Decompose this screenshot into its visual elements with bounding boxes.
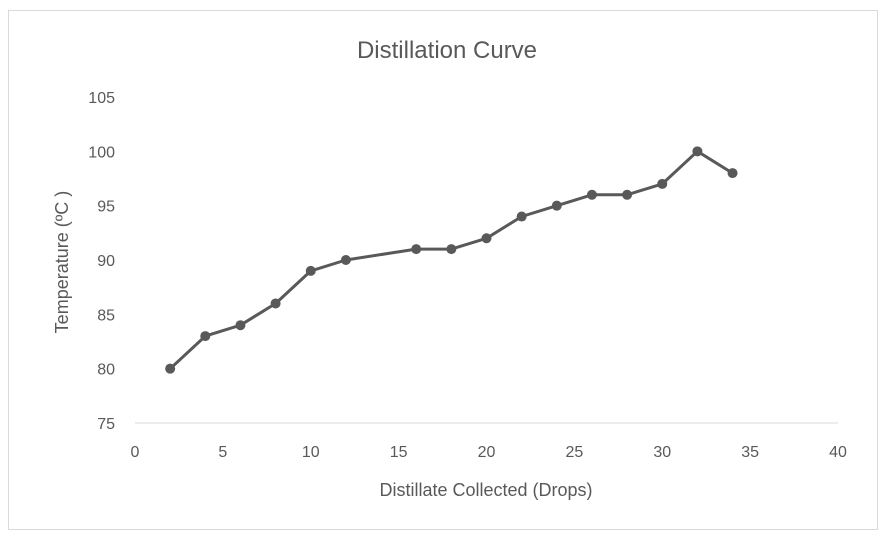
y-tick-label: 85 (97, 307, 115, 324)
chart-title: Distillation Curve (357, 37, 537, 64)
x-tick-label: 40 (829, 444, 847, 461)
data-point (657, 178, 668, 189)
x-tick-labels: 0 5 10 15 20 25 30 35 40 (131, 444, 847, 461)
y-tick-label: 95 (97, 199, 115, 216)
data-point (551, 200, 562, 211)
data-point (586, 189, 597, 200)
x-tick-label: 10 (302, 444, 320, 461)
x-tick-label: 5 (218, 444, 227, 461)
y-tick-label: 100 (88, 144, 115, 161)
data-points (165, 146, 738, 374)
data-point (692, 146, 703, 157)
y-tick-label: 75 (97, 416, 115, 433)
data-point (622, 189, 633, 200)
x-tick-label: 35 (741, 444, 759, 461)
y-tick-label: 90 (97, 253, 115, 270)
x-tick-label: 25 (565, 444, 583, 461)
data-point (481, 233, 492, 244)
data-point (165, 363, 176, 374)
x-tick-label: 15 (390, 444, 408, 461)
x-axis-label: Distillate Collected (Drops) (379, 480, 592, 500)
data-point (446, 244, 457, 255)
data-point (235, 320, 246, 331)
data-point (727, 168, 738, 179)
data-point (516, 211, 527, 222)
chart-frame (8, 10, 878, 530)
x-tick-label: 30 (653, 444, 671, 461)
y-tick-labels: 75 80 85 90 95 100 105 (88, 90, 115, 433)
y-tick-label: 80 (97, 362, 115, 379)
series-line (168, 149, 734, 371)
y-axis-label: Temperature (ºC ) (52, 191, 72, 334)
data-point (340, 255, 351, 265)
data-point (411, 244, 422, 255)
x-tick-label: 20 (478, 444, 496, 461)
y-tick-label: 105 (88, 90, 115, 107)
data-point (200, 331, 211, 342)
x-tick-label: 0 (131, 444, 140, 461)
data-point (305, 265, 316, 276)
data-point (270, 298, 281, 309)
